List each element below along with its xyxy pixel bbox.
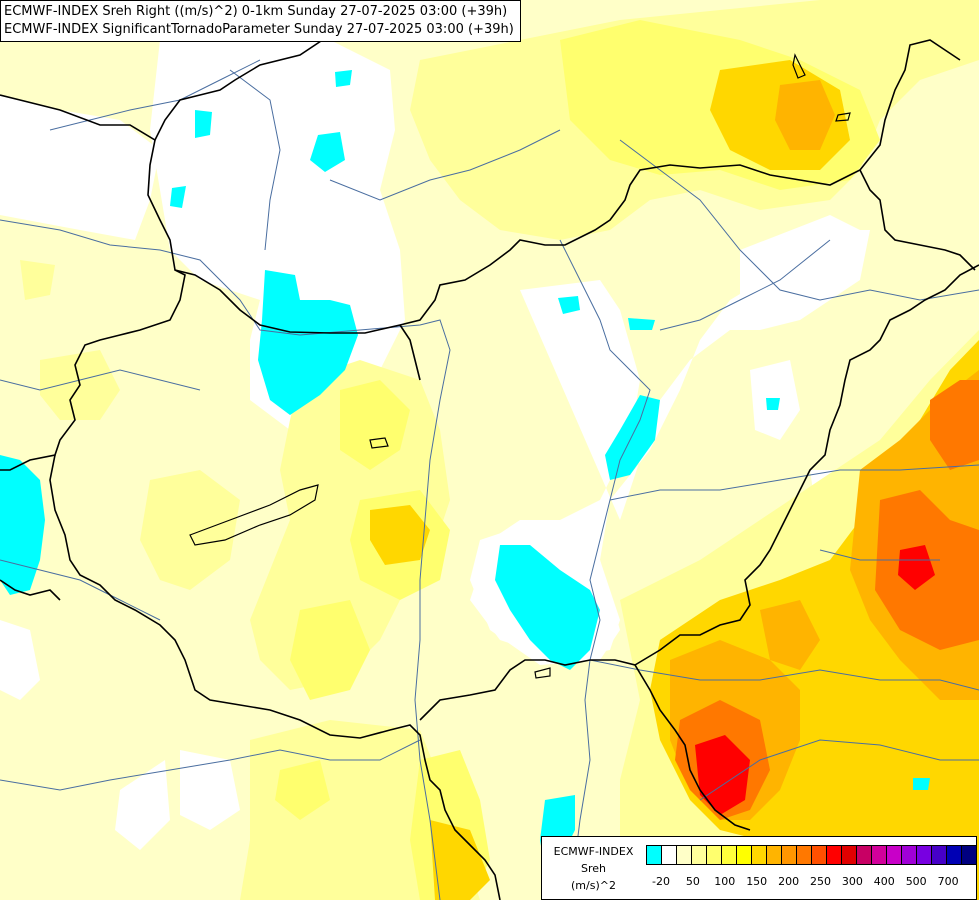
legend-model: ECMWF-INDEX [553,845,634,858]
title-line-1: ECMWF-INDEX Sreh Right ((m/s)^2) 0-1km S… [4,4,508,19]
legend-tick-label: 50 [685,875,700,888]
legend-swatch [871,845,887,865]
legend-tick-label: 300 [841,875,863,888]
title-line-2: ECMWF-INDEX SignificantTornadoParameter … [4,22,514,37]
legend-swatch [721,845,737,865]
legend-variable: Sreh [580,862,606,875]
legend-swatch [706,845,722,865]
legend-tick-label: 700 [937,875,959,888]
deep-red-areas [695,545,935,815]
legend-swatch [796,845,812,865]
legend-tick-label: 500 [905,875,927,888]
legend-unit: (m/s)^2 [571,879,616,892]
legend-swatch [826,845,842,865]
map-title-box: ECMWF-INDEX Sreh Right ((m/s)^2) 0-1km S… [0,0,521,42]
legend-swatch [811,845,827,865]
rivers [0,59,979,900]
legend-swatch [691,845,707,865]
legend-tick-label: 200 [778,875,800,888]
lakes [189,53,851,679]
legend-tick-label: -20 [652,875,670,888]
legend-swatch [736,845,752,865]
legend-swatch [661,845,677,865]
legend-swatch [766,845,782,865]
legend-swatch [646,845,662,865]
legend-swatch [946,845,962,865]
legend-swatch [886,845,902,865]
legend-swatch [781,845,797,865]
legend-swatch [751,845,767,865]
legend-tick-label: 400 [873,875,895,888]
legend-swatch [901,845,917,865]
legend-swatch [931,845,947,865]
color-legend: ECMWF-INDEX Sreh (m/s)^2 -20 50 100 150 200 2… [541,836,977,900]
legend-swatch [841,845,857,865]
cyan-areas [0,70,930,870]
legend-swatch [856,845,872,865]
legend-swatch [676,845,692,865]
legend-tick-label: 150 [746,875,768,888]
legend-swatch [961,845,977,865]
legend-swatch [916,845,932,865]
legend-tick-label: 250 [810,875,831,888]
legend-tick-label: 100 [714,875,736,888]
